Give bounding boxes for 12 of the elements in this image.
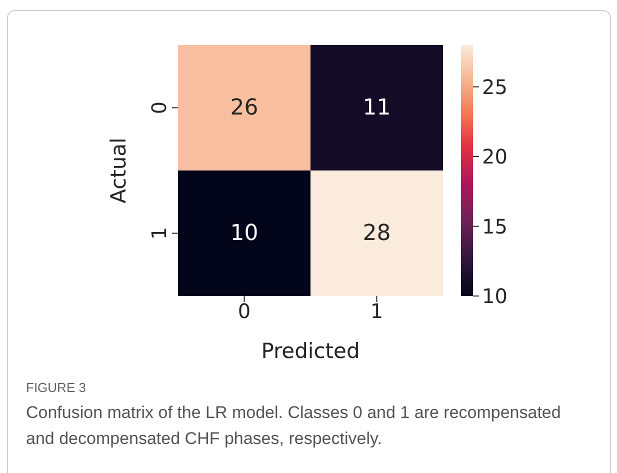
- y-axis-title: Actual: [106, 138, 130, 204]
- data-label: 11: [362, 95, 391, 120]
- data-label: 28: [362, 220, 391, 246]
- color-bar-label: 15: [482, 214, 508, 238]
- text: Confusion matrix of the LR model. Classes 0 and 1 are recompensated and decompensated CHF phases, respectively.: [26, 402, 562, 450]
- data-label: 26: [230, 95, 258, 120]
- data-label: 10: [230, 220, 258, 246]
- color-bar-label: 25: [482, 74, 508, 99]
- caption: FIGURE 3: [26, 380, 86, 395]
- color-bar-label: 10: [482, 284, 508, 308]
- color-bar-label: 20: [482, 144, 508, 169]
- x-axis-title: Predicted: [261, 339, 360, 363]
